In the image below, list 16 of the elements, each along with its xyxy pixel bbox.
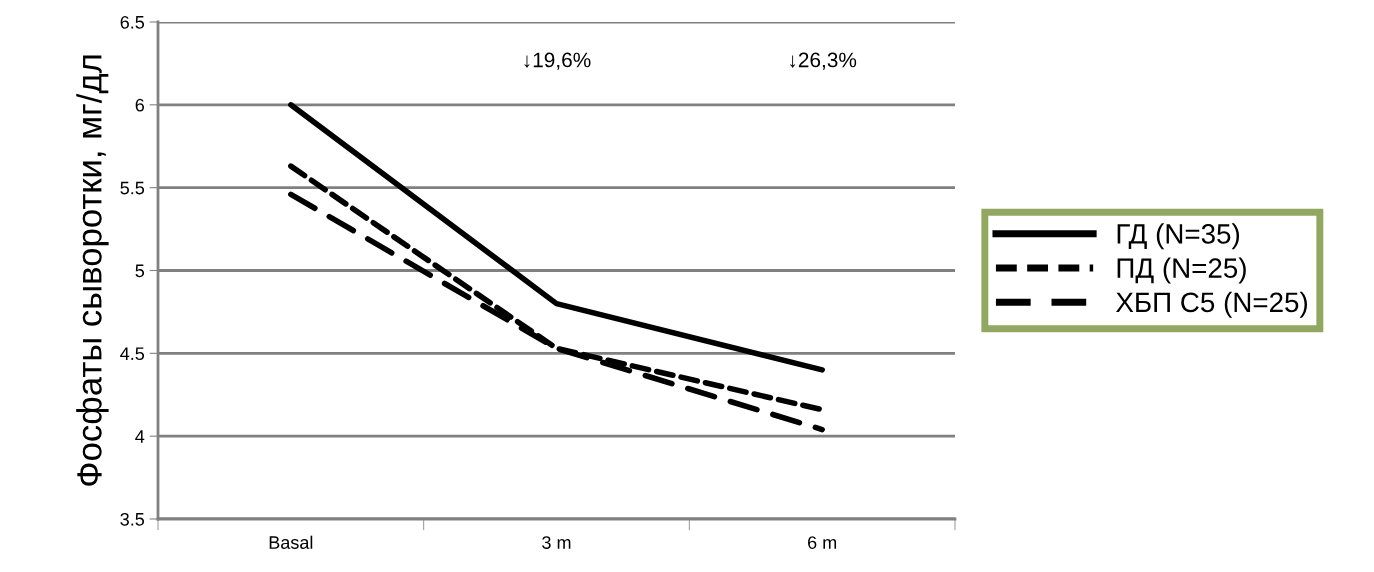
- legend-label: ГД (N=35): [1117, 223, 1240, 250]
- y-axis-title: Фосфаты сыворотки, мг/дл: [76, 55, 109, 486]
- y-tick-label: 6: [135, 98, 145, 112]
- y-tick-label: 5.5: [120, 181, 145, 195]
- y-tick-label: 5: [135, 264, 145, 278]
- annotation: ↓19,6%: [524, 52, 591, 70]
- x-tick-label: 6 m: [808, 536, 837, 549]
- y-tick-label: 6.5: [120, 15, 145, 29]
- legend-label: ПД (N=25): [1117, 257, 1246, 284]
- y-tick-label: 4.5: [120, 347, 145, 361]
- annotation: ↓26,3%: [790, 52, 857, 70]
- legend-label: ХБП С5 (N=25): [1116, 291, 1308, 318]
- x-tick-label: Basal: [269, 535, 313, 549]
- y-tick-label: 4: [135, 430, 145, 443]
- y-tick-label: 3.5: [120, 512, 145, 526]
- x-tick-label: 3 m: [542, 536, 571, 549]
